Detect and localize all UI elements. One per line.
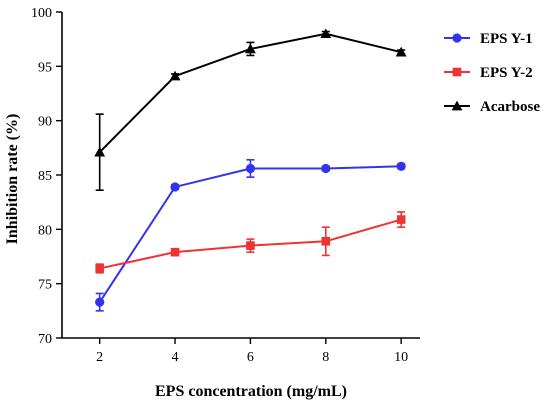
data-point: [170, 182, 180, 192]
x-axis-title: EPS concentration (mg/mL): [155, 383, 347, 400]
data-point: [321, 236, 331, 246]
data-point: [395, 46, 407, 57]
data-point: [95, 297, 105, 307]
data-point: [246, 241, 255, 250]
series-line: [98, 165, 402, 303]
y-tick-label: 80: [38, 223, 52, 238]
data-point: [320, 28, 332, 39]
x-tick-label: 6: [247, 350, 254, 365]
series-layer: [94, 28, 407, 312]
legend-item: EPS Y-2: [444, 65, 533, 81]
y-ticks: 70 75 80 85 90 95 100: [31, 6, 62, 347]
legend-item: Acarbose: [444, 99, 540, 115]
y-tick-label: 85: [38, 169, 52, 184]
legend-marker: [451, 100, 463, 111]
data-point: [245, 43, 256, 54]
series-acarbose: [94, 28, 407, 192]
data-point: [396, 161, 406, 171]
x-tick-label: 2: [96, 350, 103, 365]
x-tick-label: 10: [394, 350, 408, 365]
legend-item: EPS Y-1: [444, 31, 533, 47]
legend-label: EPS Y-1: [480, 31, 533, 47]
data-point: [170, 247, 180, 257]
y-tick-label: 100: [31, 6, 52, 21]
data-point: [245, 163, 256, 174]
legend-marker: [452, 33, 462, 43]
y-tick-label: 70: [38, 332, 52, 347]
legend-label: Acarbose: [480, 99, 540, 115]
data-point: [321, 163, 331, 174]
axes: [61, 12, 420, 339]
y-axis-title: Inhibition rate (%): [4, 114, 21, 245]
legend: EPS Y-1 EPS Y-2 Acarbose: [444, 31, 540, 115]
series-eps-y-2: [95, 211, 406, 274]
data-point: [169, 70, 181, 81]
data-point: [94, 146, 106, 157]
series-eps-y-1: [95, 158, 406, 312]
y-tick-label: 75: [38, 278, 52, 293]
x-ticks: 2 4 6 8 10: [96, 338, 408, 365]
legend-label: EPS Y-2: [480, 65, 533, 81]
x-tick-label: 4: [172, 350, 179, 365]
legend-marker: [452, 67, 462, 77]
data-point: [396, 215, 406, 224]
data-point: [95, 264, 104, 273]
y-tick-label: 90: [38, 115, 52, 130]
y-tick-label: 95: [38, 60, 52, 75]
x-tick-label: 8: [322, 350, 329, 365]
